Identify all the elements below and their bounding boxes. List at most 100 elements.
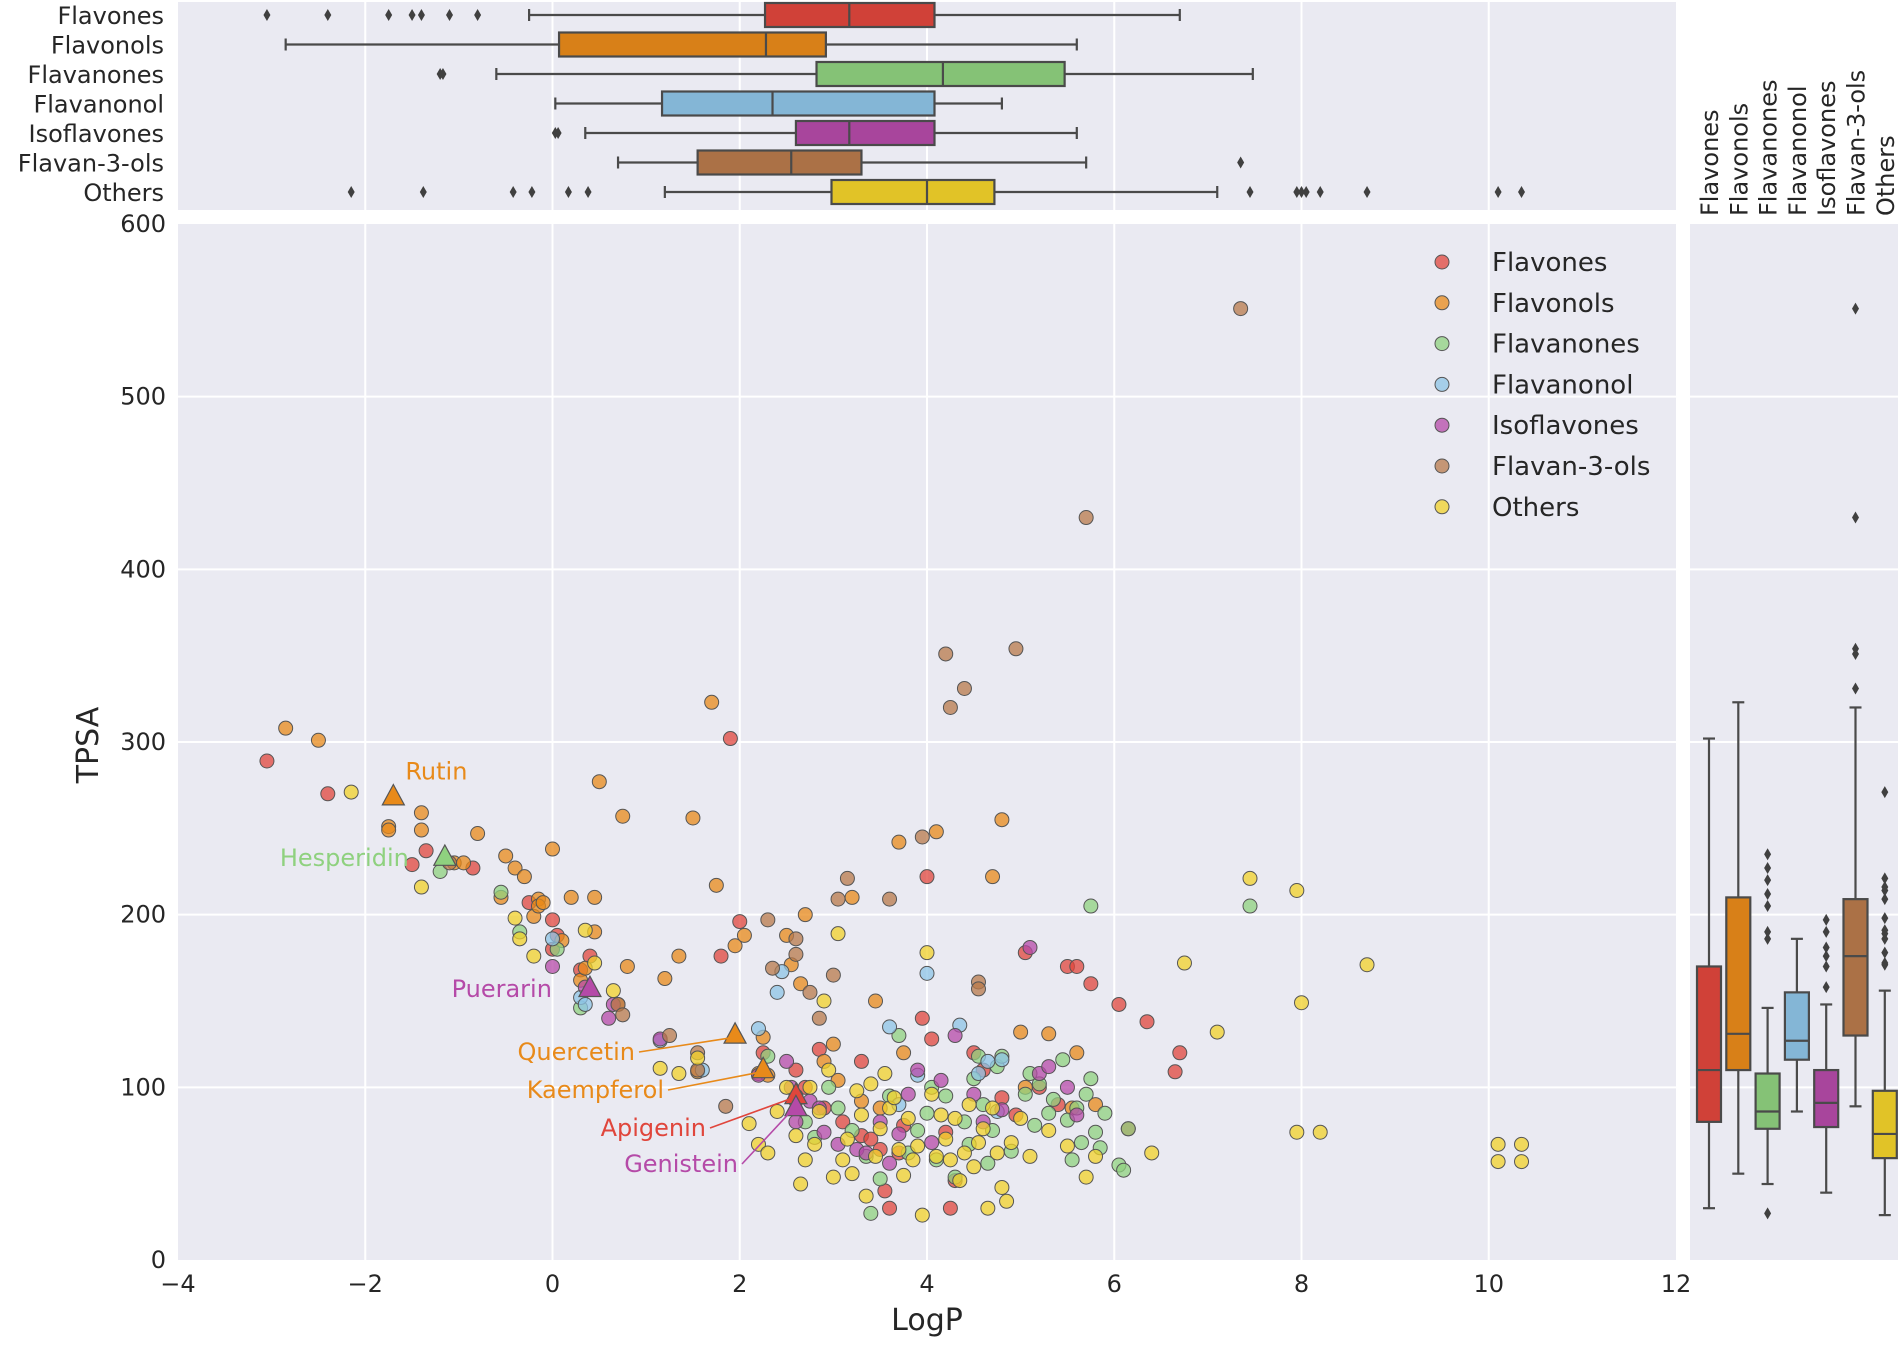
data-point	[994, 1179, 1010, 1195]
data-point	[1139, 1014, 1155, 1030]
outlier-marker	[324, 9, 332, 21]
leader-line	[741, 1109, 793, 1165]
series-flavonols	[278, 694, 1104, 1116]
scatter-points	[259, 301, 1530, 1223]
highlight-puerarin: Puerarin	[452, 974, 602, 1003]
data-point	[816, 1124, 832, 1140]
data-point	[914, 1207, 930, 1223]
data-point	[498, 848, 514, 864]
data-point	[1078, 1086, 1094, 1102]
tick-labels: −4 −2 0 2 4 6 8 10 12 0 100 200 300 400 500 600 Flavones…	[18, 2, 1900, 1298]
data-point	[1144, 1145, 1160, 1161]
data-point	[910, 1138, 926, 1154]
data-point	[914, 829, 930, 845]
legend-marker	[1434, 417, 1450, 433]
right-box-flavanones	[1754, 848, 1781, 1220]
outlier-marker	[1363, 186, 1371, 198]
outlier-marker	[1764, 900, 1772, 913]
data-point	[830, 891, 846, 907]
data-point	[872, 1121, 888, 1137]
top-boxplots	[263, 1, 1526, 206]
box	[1813, 1068, 1840, 1129]
data-point	[868, 993, 884, 1009]
outlier-marker	[1822, 981, 1830, 994]
data-point	[928, 1148, 944, 1164]
data-point	[1289, 1124, 1305, 1140]
outlier-marker	[1494, 186, 1502, 198]
data-point	[863, 1205, 879, 1221]
highlight-label: Kaempferol	[527, 1076, 664, 1104]
data-point	[1083, 1071, 1099, 1087]
data-point	[1294, 995, 1309, 1011]
data-point	[825, 1036, 841, 1052]
data-point	[671, 948, 687, 964]
outlier-marker	[509, 186, 517, 198]
data-point	[797, 907, 813, 923]
x-tick-label: 0	[545, 1270, 560, 1298]
data-point	[970, 1066, 986, 1082]
data-point	[793, 976, 809, 992]
data-point	[802, 1079, 818, 1095]
top-box-flavan-3-ols	[616, 149, 1245, 176]
data-point	[882, 1200, 898, 1216]
data-point	[868, 1148, 884, 1164]
outlier-marker	[1852, 682, 1859, 695]
legend-item-flavones: Flavones	[1434, 248, 1607, 278]
legend-item-isoflavones: Isoflavones	[1434, 411, 1639, 441]
x-tick-label: 12	[1661, 1270, 1692, 1298]
right-box-flavanonol	[1783, 937, 1811, 1113]
highlight-label: Rutin	[405, 758, 467, 786]
data-point	[1514, 1154, 1530, 1170]
data-point	[605, 983, 621, 999]
data-point	[718, 1098, 734, 1114]
right-category-label: Others	[1872, 135, 1900, 216]
highlight-kaempferol: Kaempferol	[527, 1056, 776, 1104]
outlier-marker	[1881, 872, 1889, 885]
data-point	[779, 1053, 795, 1069]
data-point	[727, 938, 743, 954]
data-point	[587, 955, 603, 971]
top-box-flavanones	[436, 60, 1254, 88]
top-box-flavones	[263, 1, 1181, 29]
data-point	[985, 869, 1001, 885]
data-point	[1490, 1154, 1506, 1170]
data-point	[891, 834, 907, 850]
data-point	[671, 1066, 687, 1082]
leader-line	[709, 1097, 793, 1129]
top-category-label: Flavanonol	[33, 91, 164, 119]
data-point	[900, 1110, 916, 1126]
data-point	[470, 826, 486, 842]
top-category-label: Isoflavones	[29, 120, 164, 148]
legend-item-flavan-3-ols: Flavan-3-ols	[1434, 452, 1650, 482]
data-point	[1017, 1086, 1033, 1102]
data-point	[1013, 1024, 1029, 1040]
right-category-label: Flavan-3-ols	[1843, 70, 1871, 216]
outlier-marker	[1298, 186, 1305, 198]
data-point	[516, 869, 532, 885]
highlight-quercetin: Quercetin	[518, 1021, 748, 1066]
right-category-label: Isoflavones	[1813, 81, 1841, 216]
right-category-label: Flavanonol	[1784, 85, 1812, 216]
data-point	[938, 1088, 954, 1104]
data-point	[535, 895, 551, 911]
data-point	[1059, 1138, 1075, 1154]
outlier-marker	[446, 9, 454, 21]
outlier-marker	[1237, 156, 1245, 169]
outlier-marker	[1822, 941, 1830, 954]
data-point	[741, 1116, 757, 1132]
data-point	[507, 910, 523, 926]
data-point	[1312, 1124, 1328, 1140]
data-point	[1073, 1135, 1089, 1151]
data-point	[933, 1107, 949, 1123]
legend-label: Flavanonol	[1492, 370, 1633, 400]
data-point	[1069, 958, 1085, 974]
highlight-label: Apigenin	[601, 1114, 706, 1142]
y-tick-label: 200	[120, 901, 166, 929]
outlier-marker	[1881, 786, 1889, 799]
data-point	[928, 824, 944, 840]
data-point	[914, 1010, 930, 1026]
x-tick-label: 4	[919, 1270, 934, 1298]
x-tick-label: −2	[348, 1270, 383, 1298]
data-point	[769, 984, 785, 1000]
data-point	[1242, 898, 1258, 914]
